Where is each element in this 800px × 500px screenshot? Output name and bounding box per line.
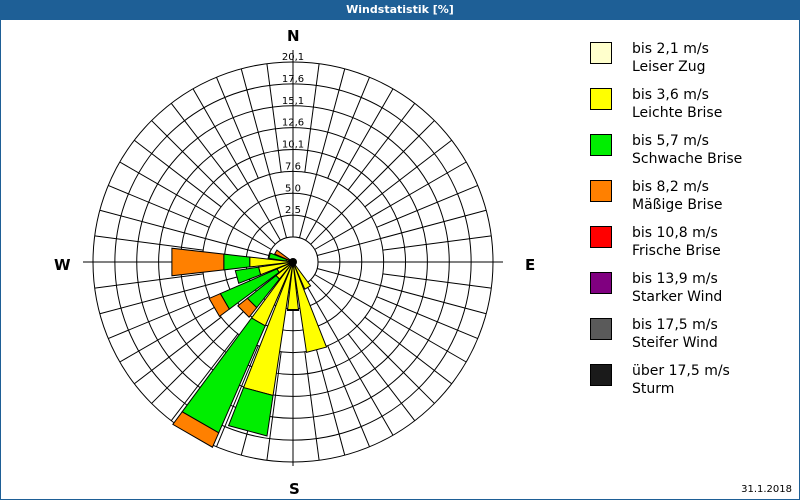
legend-name: Starker Wind (632, 289, 723, 305)
legend-name: Steifer Wind (632, 335, 718, 351)
legend-name: Mäßige Brise (632, 197, 723, 213)
legend-swatch-icon (590, 364, 612, 386)
legend-swatch-icon (590, 272, 612, 294)
legend-swatch-icon (590, 88, 612, 110)
legend-range: bis 8,2 m/s (632, 179, 709, 195)
legend-range: bis 2,1 m/s (632, 41, 709, 57)
legend-swatch-icon (590, 318, 612, 340)
legend-range: bis 10,8 m/s (632, 225, 718, 241)
legend-range: bis 13,9 m/s (632, 271, 718, 287)
legend-name: Leichte Brise (632, 105, 723, 121)
legend-name: Leiser Zug (632, 59, 706, 75)
wind-bars (171, 247, 328, 448)
svg-text:20,1: 20,1 (282, 52, 304, 63)
legend-range: bis 3,6 m/s (632, 87, 709, 103)
legend-name: Schwache Brise (632, 151, 743, 167)
legend-range: über 17,5 m/s (632, 363, 730, 379)
legend-name: Sturm (632, 381, 675, 397)
compass-east-label: E (525, 256, 536, 274)
legend-range: bis 17,5 m/s (632, 317, 718, 333)
compass-west-label: W (54, 256, 71, 274)
svg-text:15,1: 15,1 (282, 96, 304, 107)
legend-name: Frische Brise (632, 243, 721, 259)
legend-range: bis 5,7 m/s (632, 133, 709, 149)
compass-north-label: N (287, 27, 300, 45)
svg-text:5,0: 5,0 (285, 183, 301, 194)
compass-south-label: S (289, 480, 300, 498)
svg-text:7,6: 7,6 (285, 161, 301, 172)
svg-text:10,1: 10,1 (282, 140, 304, 151)
svg-text:17,6: 17,6 (282, 74, 304, 85)
legend-swatch-icon (590, 180, 612, 202)
legend-swatch-icon (590, 134, 612, 156)
legend-swatch-icon (590, 42, 612, 64)
date-label: 31.1.2018 (741, 484, 792, 495)
svg-text:2,5: 2,5 (285, 205, 301, 216)
legend-swatch-icon (590, 226, 612, 248)
window-title: Windstatistik [%] (0, 0, 800, 20)
svg-text:12,6: 12,6 (282, 118, 304, 129)
ring-labels: 2,5 5,0 7,6 10,1 12,6 15,1 17,6 20,1 (282, 52, 304, 216)
